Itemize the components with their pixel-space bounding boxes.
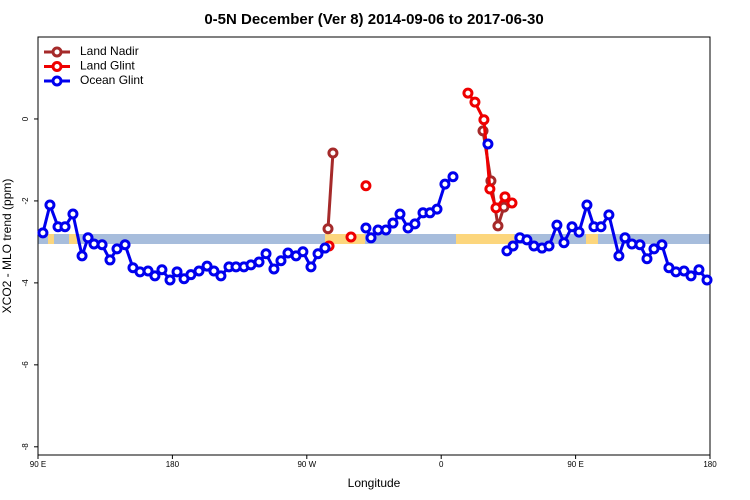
data-point (439, 178, 451, 190)
data-point (119, 239, 131, 251)
y-tick-label: -6 (21, 361, 30, 369)
y-axis-label: XCO2 - MLO trend (ppm) (0, 179, 14, 314)
data-point (104, 254, 116, 266)
data-point (142, 265, 154, 277)
data-point (297, 246, 309, 258)
data-point (431, 203, 443, 215)
data-point (648, 243, 660, 255)
data-point (551, 219, 563, 231)
data-point (641, 253, 653, 265)
data-point (59, 221, 71, 233)
y-tick-label: 0 (21, 116, 30, 121)
data-point (201, 260, 213, 272)
data-point (305, 261, 317, 273)
data-point (634, 239, 646, 251)
data-point (558, 237, 570, 249)
data-point (469, 96, 481, 108)
legend-label: Land Glint (80, 59, 135, 73)
data-point (573, 226, 585, 238)
data-point (253, 256, 265, 268)
data-point (312, 248, 324, 260)
data-point (275, 255, 287, 267)
land-band (48, 234, 54, 244)
x-axis-label: Longitude (348, 476, 401, 490)
data-point (566, 221, 578, 233)
data-point (360, 180, 372, 192)
data-point (656, 239, 668, 251)
data-point (156, 264, 168, 276)
data-point (482, 138, 494, 150)
data-point (82, 232, 94, 244)
data-point (171, 266, 183, 278)
x-tick-label: 180 (166, 460, 180, 469)
y-tick-label: -2 (21, 197, 30, 205)
data-point (484, 183, 496, 195)
data-point (164, 274, 176, 286)
data-point (208, 265, 220, 277)
data-point (490, 202, 502, 214)
legend-label: Ocean Glint (80, 73, 144, 87)
data-point (268, 263, 280, 275)
data-point (327, 147, 339, 159)
data-point (619, 232, 631, 244)
x-tick-label: 180 (703, 460, 717, 469)
data-point (701, 274, 713, 286)
data-point (492, 220, 504, 232)
data-point (603, 209, 615, 221)
data-point (543, 240, 555, 252)
data-point (96, 239, 108, 251)
data-point (260, 248, 272, 260)
land-band (456, 234, 514, 244)
land-band (325, 234, 365, 244)
data-point (685, 270, 697, 282)
data-point (447, 171, 459, 183)
data-point (67, 208, 79, 220)
data-point (215, 270, 227, 282)
data-point (462, 87, 474, 99)
data-point (499, 191, 511, 203)
data-point (345, 231, 357, 243)
data-point (319, 242, 331, 254)
x-tick-label: 0 (439, 460, 444, 469)
data-point (387, 217, 399, 229)
data-point (507, 240, 519, 252)
data-point (111, 243, 123, 255)
x-tick-label: 90 W (297, 460, 316, 469)
data-point (693, 264, 705, 276)
data-point (149, 270, 161, 282)
plot-frame (37, 36, 711, 456)
y-tick-label: -8 (21, 443, 30, 451)
legend-marker (51, 46, 63, 58)
legend-marker (51, 61, 63, 72)
data-point (76, 250, 88, 262)
chart-title: 0-5N December (Ver 8) 2014-09-06 to 2017… (204, 11, 543, 28)
legend-marker (51, 75, 63, 87)
data-point (581, 199, 593, 211)
land-band (586, 234, 598, 244)
data-point (478, 114, 490, 126)
data-point (678, 265, 690, 277)
data-point (37, 227, 49, 239)
land-band (69, 234, 77, 244)
data-point (322, 223, 334, 235)
data-point (521, 234, 533, 246)
data-point (595, 221, 607, 233)
data-point (380, 224, 392, 236)
x-tick-label: 90 E (567, 460, 583, 469)
data-point (613, 250, 625, 262)
series-line (326, 130, 506, 229)
data-point (409, 218, 421, 230)
legend-label: Land Nadir (80, 44, 139, 58)
data-point (44, 199, 56, 211)
data-point (506, 197, 518, 209)
data-point (394, 208, 406, 220)
x-tick-label: 90 E (30, 460, 46, 469)
data-point (193, 265, 205, 277)
data-point (360, 222, 372, 234)
y-tick-label: -4 (21, 279, 30, 287)
data-point (365, 232, 377, 244)
